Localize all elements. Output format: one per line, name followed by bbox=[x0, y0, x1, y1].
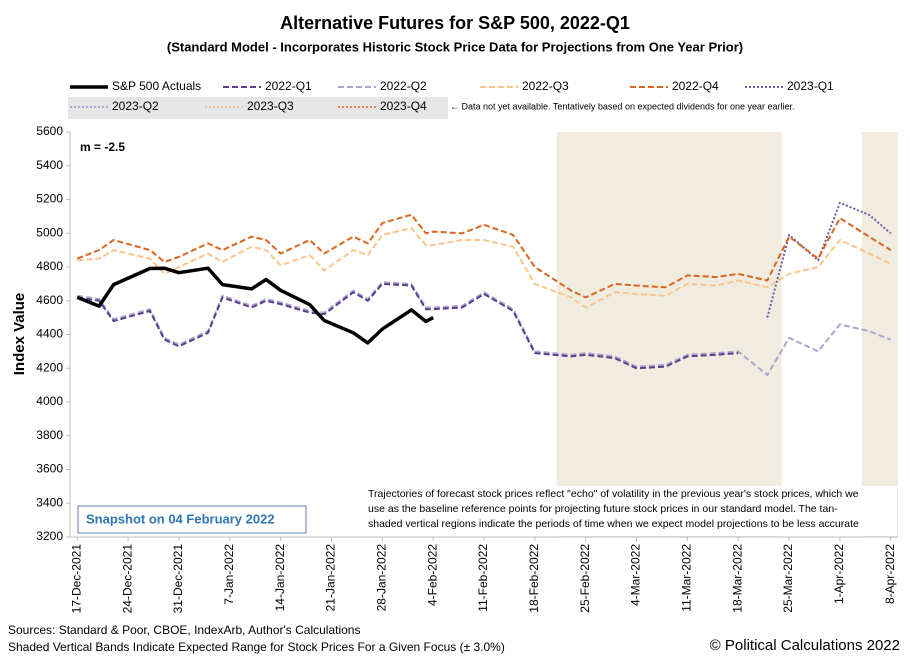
note-line: use as the baseline reference points for… bbox=[368, 503, 838, 515]
y-tick-label: 3800 bbox=[36, 428, 63, 442]
note-line: shaded vertical regions indicate the per… bbox=[368, 518, 859, 530]
snapshot: Snapshot on 04 February 2022 bbox=[86, 511, 275, 526]
legend-label: 2023-Q1 bbox=[787, 79, 834, 93]
series-line bbox=[766, 201, 892, 318]
shaded-period bbox=[556, 132, 782, 537]
y-tick-label: 4200 bbox=[36, 360, 63, 374]
x-tick-label: 11-Feb-2022 bbox=[476, 544, 490, 612]
series-line bbox=[76, 213, 892, 299]
y-tick-label: 3400 bbox=[36, 495, 63, 509]
y-tick-label: 5200 bbox=[36, 192, 63, 206]
series-line bbox=[77, 227, 892, 309]
legend-label: 2023-Q2 bbox=[112, 99, 159, 113]
x-tick-label: 18-Mar-2022 bbox=[730, 544, 744, 613]
source: Shaded Vertical Bands Indicate Expected … bbox=[8, 640, 505, 654]
legend-label: 2023-Q4 bbox=[380, 99, 427, 113]
legend-label: S&P 500 Actuals bbox=[112, 79, 201, 93]
chart-subtitle: (Standard Model - Incorporates Historic … bbox=[167, 39, 743, 54]
x-tick-label: 17-Dec-2021 bbox=[69, 544, 83, 614]
legend-label: 2023-Q3 bbox=[247, 99, 294, 113]
y-tick-label: 5000 bbox=[36, 225, 63, 239]
x-tick-label: 8-Apr-2022 bbox=[883, 544, 897, 604]
source: Sources: Standard & Poor, CBOE, IndexArb… bbox=[8, 623, 360, 637]
legend-band bbox=[68, 97, 448, 119]
shaded-regions bbox=[556, 132, 898, 537]
legend-label: 2022-Q3 bbox=[522, 79, 569, 93]
legend-label: 2022-Q2 bbox=[380, 79, 427, 93]
note-box bbox=[365, 486, 897, 536]
y-tick-label: 4600 bbox=[36, 293, 63, 307]
x-tick-label: 4-Mar-2022 bbox=[629, 544, 643, 606]
y-tick-label: 4800 bbox=[36, 259, 63, 273]
y-tick-label: 3600 bbox=[36, 462, 63, 476]
chart-title: Alternative Futures for S&P 500, 2022-Q1 bbox=[280, 13, 630, 33]
x-tick-label: 1-Apr-2022 bbox=[832, 544, 846, 604]
x-tick-label: 31-Dec-2021 bbox=[171, 544, 185, 614]
x-tick-label: 25-Feb-2022 bbox=[578, 544, 592, 613]
annotation: m = -2.5 bbox=[80, 140, 125, 154]
y-tick-label: 4400 bbox=[36, 327, 63, 341]
series-line bbox=[76, 266, 435, 345]
x-tick-label: 25-Mar-2022 bbox=[781, 544, 795, 613]
snapshot-box bbox=[77, 505, 307, 534]
x-tick-label: 21-Jan-2022 bbox=[324, 544, 338, 612]
x-tick-label: 18-Feb-2022 bbox=[527, 544, 541, 613]
legend-note: ← Data not yet available. Tentatively ba… bbox=[450, 101, 795, 111]
y-axis-label: Index Value bbox=[11, 293, 28, 376]
legend-label: 2022-Q4 bbox=[672, 79, 719, 93]
x-tick-label: 14-Jan-2022 bbox=[273, 544, 287, 612]
y-tick-label: 4000 bbox=[36, 394, 63, 408]
note-line: Trajectories of forecast stock prices re… bbox=[368, 488, 859, 500]
x-tick-label: 28-Jan-2022 bbox=[374, 544, 388, 612]
y-tick-label: 5600 bbox=[36, 124, 63, 138]
legend-label: 2022-Q1 bbox=[265, 79, 312, 93]
x-tick-label: 4-Feb-2022 bbox=[425, 544, 439, 606]
x-tick-label: 7-Jan-2022 bbox=[222, 544, 236, 605]
x-tick-label: 24-Dec-2021 bbox=[120, 544, 134, 614]
x-tick-label: 11-Mar-2022 bbox=[680, 544, 694, 612]
y-tick-label: 3200 bbox=[36, 529, 63, 543]
y-tick-label: 5400 bbox=[36, 158, 63, 172]
copyright: © Political Calculations 2022 bbox=[710, 637, 900, 654]
